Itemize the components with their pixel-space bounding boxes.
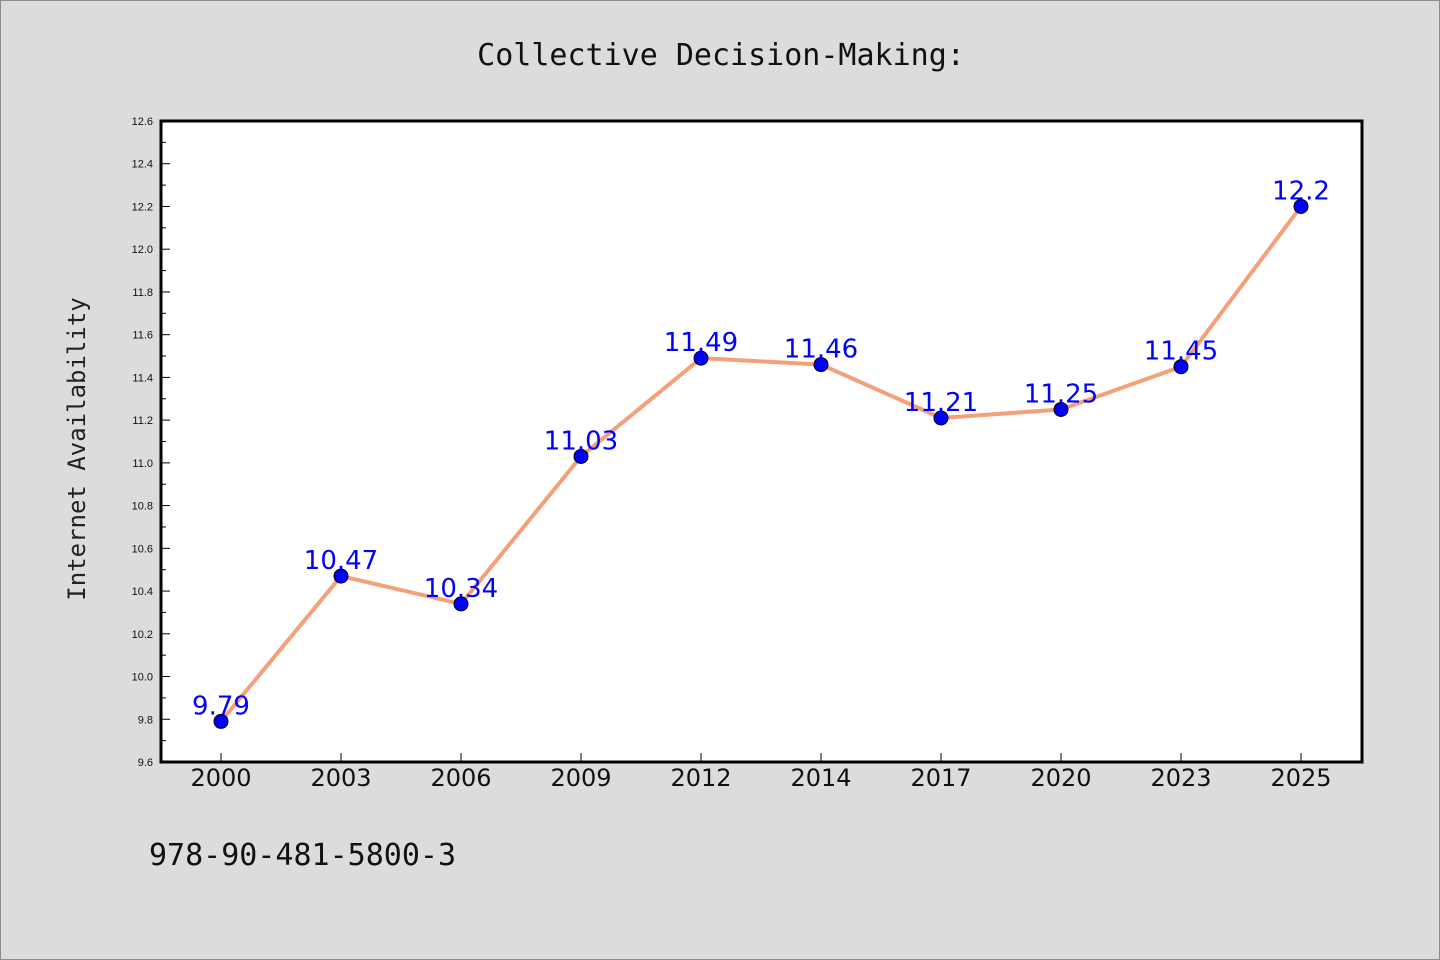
data-label: 11.46 [784, 335, 858, 365]
x-tick-label: 2012 [670, 764, 731, 792]
x-tick-label: 2023 [1150, 764, 1211, 792]
data-point [213, 713, 229, 729]
y-tick-label: 11.2 [132, 415, 153, 427]
x-axis: 2000 2003 2006 2009 2012 2014 2017 2020 2023 2025 [190, 753, 1332, 792]
y-tick-label: 9.8 [138, 714, 153, 726]
y-tick-label: 10.2 [132, 629, 153, 641]
data-point [1293, 198, 1309, 214]
y-tick-label: 10.8 [132, 501, 153, 513]
data-label: 11.21 [904, 388, 978, 418]
x-tick-label: 2006 [430, 764, 491, 792]
y-tick-label: 12.4 [132, 159, 153, 171]
y-tick-label: 11.0 [132, 458, 153, 470]
x-tick-label: 2025 [1270, 764, 1331, 792]
series-layer: 9.79 10.47 10.34 11.03 11.49 11.46 11.21 11.25 1… [192, 176, 1330, 729]
y-tick-label: 11.4 [132, 372, 153, 384]
y-tick-label: 12.2 [132, 201, 153, 213]
data-label: 9.79 [192, 691, 250, 721]
series-line [219, 204, 1303, 724]
data-label: 11.49 [664, 328, 738, 358]
x-tick-label: 2020 [1030, 764, 1091, 792]
data-point [333, 568, 349, 584]
data-label: 12.2 [1272, 176, 1330, 206]
y-tick-label: 10.6 [132, 543, 153, 555]
data-label: 10.47 [304, 546, 378, 576]
y-tick-label: 10.0 [132, 672, 153, 684]
data-point [813, 357, 829, 373]
y-tick-label: 12.0 [132, 244, 153, 256]
x-tick-label: 2014 [790, 764, 851, 792]
y-tick-label: 10.4 [132, 586, 153, 598]
data-point [573, 448, 589, 464]
x-tick-label: 2009 [550, 764, 611, 792]
y-axis-label: Internet Availability [63, 297, 91, 600]
x-tick-label: 2003 [310, 764, 371, 792]
isbn-text: 978-90-481-5800-3 [149, 838, 456, 873]
y-tick-label: 9.6 [138, 757, 153, 769]
chart-title: Collective Decision-Making: [477, 38, 965, 73]
data-label: 11.45 [1144, 337, 1218, 367]
x-tick-label: 2017 [910, 764, 971, 792]
plot-area [159, 119, 1364, 764]
y-tick-label: 11.8 [132, 287, 153, 299]
data-point [1053, 401, 1069, 417]
data-label: 11.25 [1024, 379, 1098, 409]
data-point [453, 596, 469, 612]
data-point [693, 350, 709, 366]
data-label: 11.03 [544, 426, 618, 456]
y-axis: 9.6 9.8 10.0 10.2 10.4 10.6 10.8 11.0 11.2 11.4 11… [132, 116, 170, 769]
x-tick-label: 2000 [190, 764, 251, 792]
data-point [933, 410, 949, 426]
data-point [1173, 359, 1189, 375]
y-tick-label: 11.6 [132, 330, 153, 342]
y-tick-label: 12.6 [132, 116, 153, 128]
data-label: 10.34 [424, 574, 498, 604]
